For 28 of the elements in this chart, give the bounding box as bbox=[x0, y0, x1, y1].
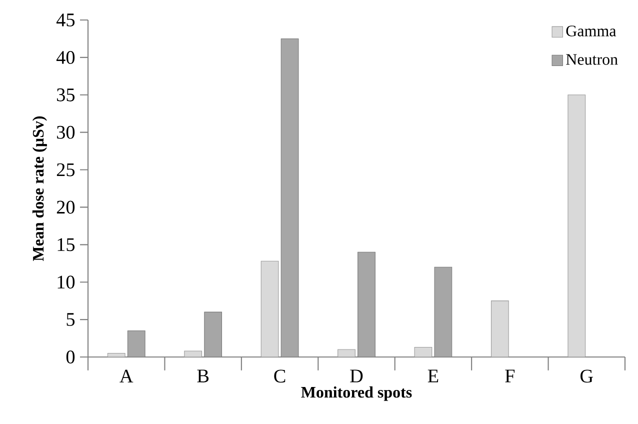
bar bbox=[490, 300, 509, 357]
bar bbox=[568, 94, 586, 357]
y-tick-label: 45 bbox=[56, 14, 75, 26]
legend-label: Gamma bbox=[566, 26, 616, 36]
y-tick-label: 40 bbox=[56, 50, 75, 64]
bar bbox=[184, 350, 202, 357]
y-tick-label: 5 bbox=[66, 313, 75, 326]
y-tick-label: 10 bbox=[58, 276, 75, 289]
x-tick-label: F bbox=[505, 370, 515, 382]
x-tick-label: C bbox=[274, 370, 286, 383]
y-tick-label: 0 bbox=[66, 350, 75, 364]
x-tick-label: G bbox=[580, 370, 593, 383]
y-tick-label: 25 bbox=[56, 163, 75, 176]
bar bbox=[338, 349, 356, 357]
legend-label: Neutron bbox=[566, 54, 618, 65]
x-tick-label: B bbox=[197, 370, 209, 382]
x-tick-label: E bbox=[428, 370, 438, 382]
y-tick-label: 30 bbox=[57, 126, 75, 139]
x-tick-label: A bbox=[120, 370, 134, 382]
bar bbox=[260, 260, 279, 357]
bar bbox=[414, 346, 432, 357]
y-tick-label: 15 bbox=[58, 238, 75, 252]
x-axis-title: Monitored spots bbox=[301, 386, 412, 401]
y-tick-label: 20 bbox=[56, 200, 75, 214]
x-tick-label: D bbox=[350, 370, 363, 382]
y-tick-label: 35 bbox=[57, 88, 75, 102]
y-axis-title: Mean dose rate (µSv) bbox=[32, 116, 47, 262]
bar bbox=[107, 352, 126, 357]
